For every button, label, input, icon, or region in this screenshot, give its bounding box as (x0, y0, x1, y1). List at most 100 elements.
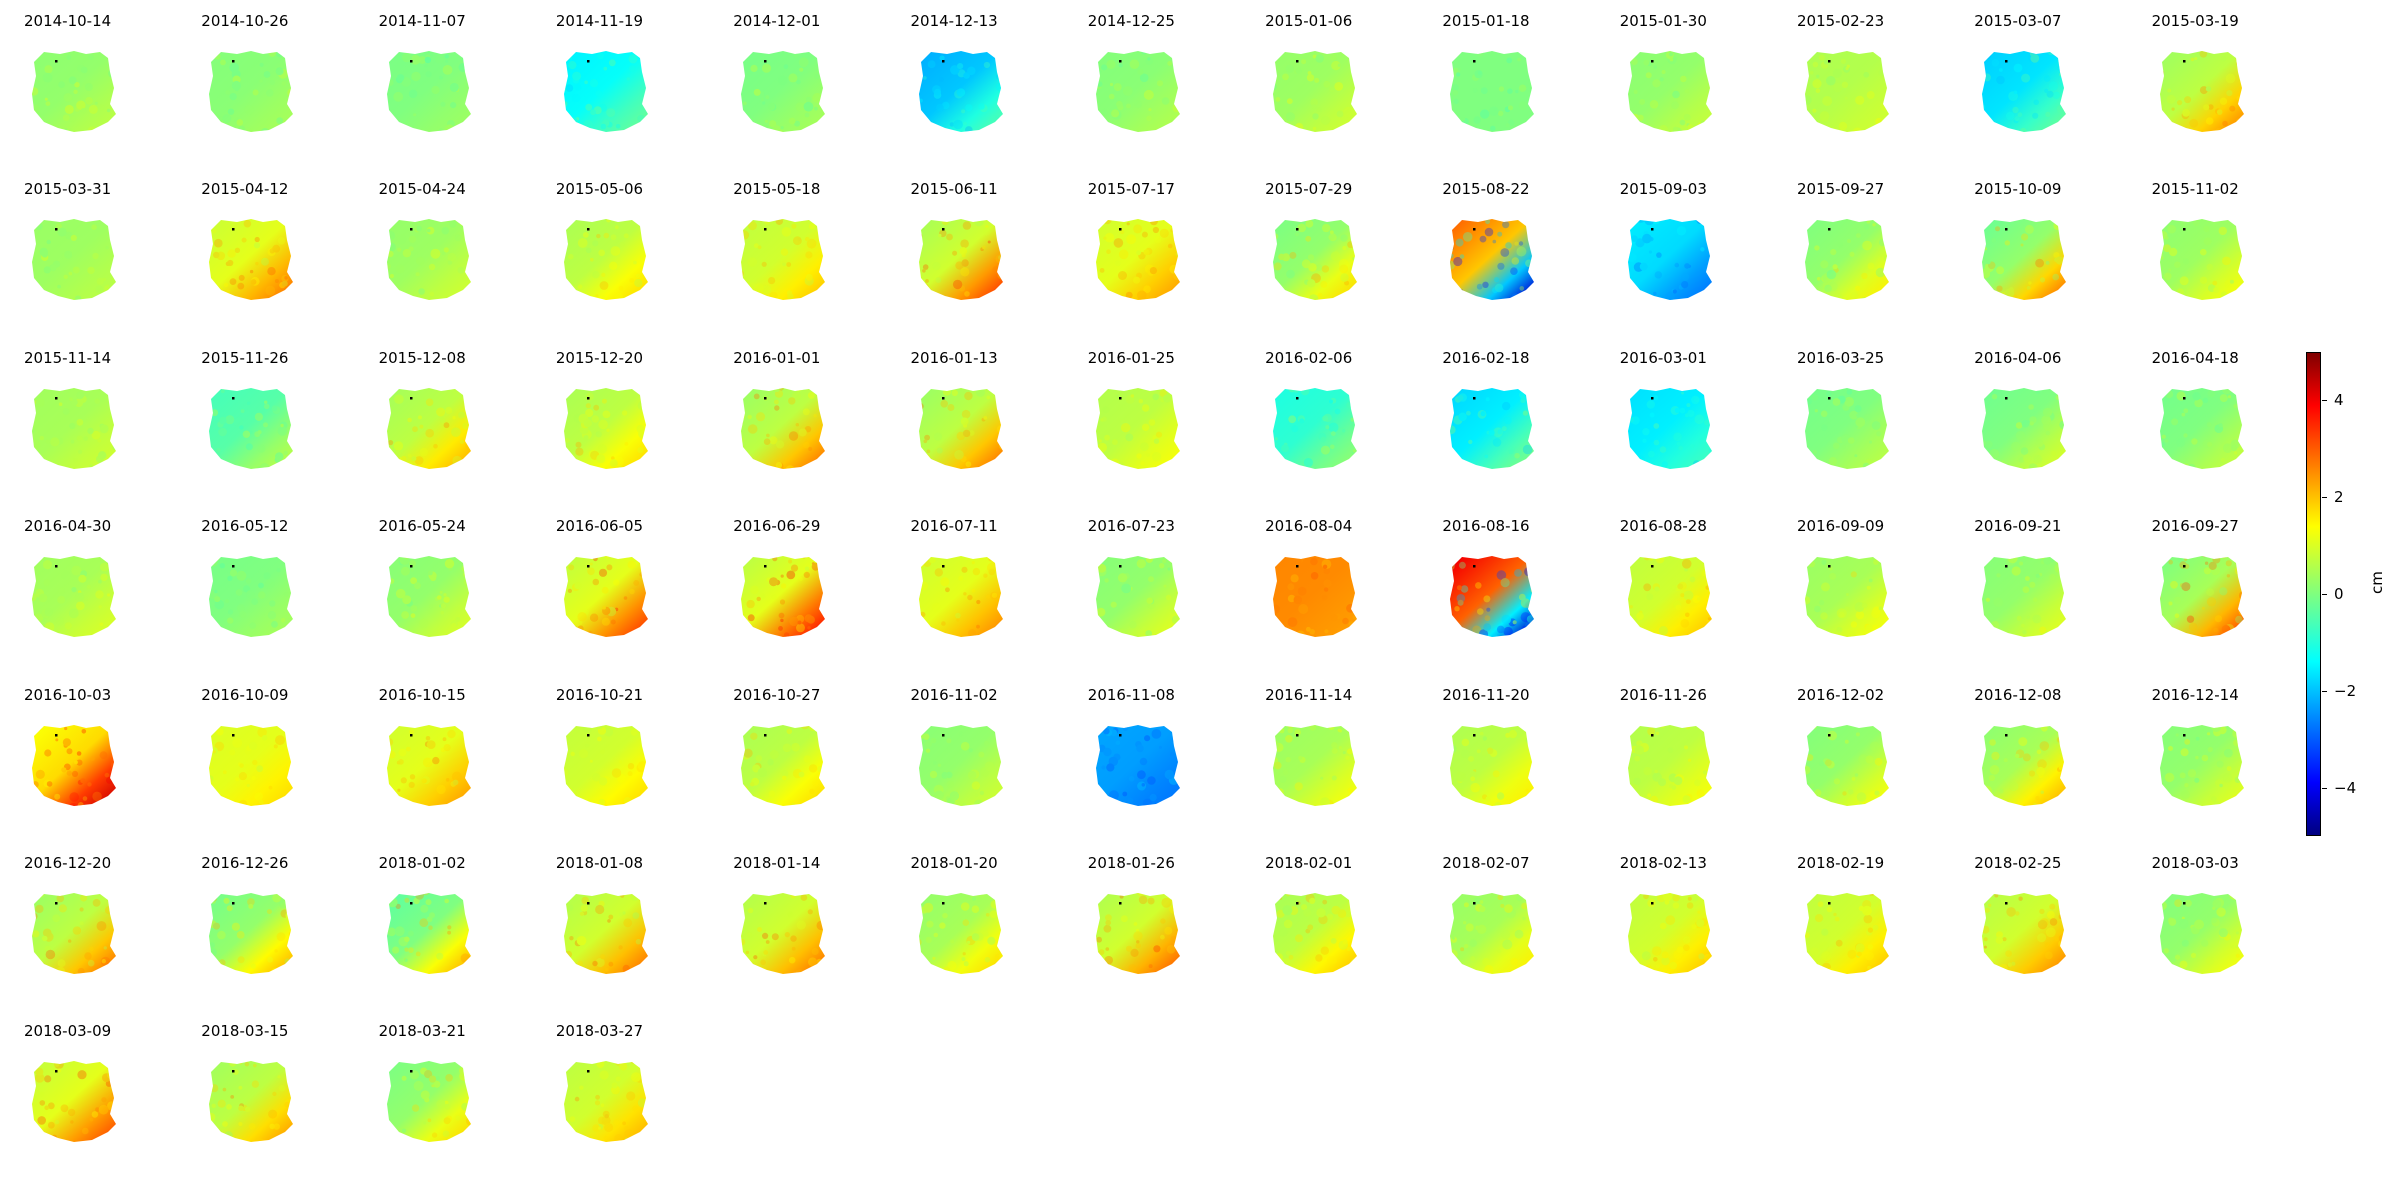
reference-point-marker (586, 228, 590, 231)
displacement-field (918, 387, 1003, 469)
reference-point-marker (1650, 396, 1654, 400)
map-panel: 2016-04-18 (2152, 349, 2312, 504)
panel-date-title: 2018-01-20 (910, 854, 998, 872)
displacement-field (741, 556, 826, 638)
panel-date-title: 2018-02-01 (1265, 854, 1353, 872)
panel-date-title: 2018-01-08 (555, 854, 644, 872)
colorbar-tick-mark (2322, 400, 2327, 402)
map-panel: 2016-08-16 (1442, 517, 1602, 672)
displacement-map (1982, 51, 2067, 132)
map-panel: 2014-12-01 (733, 12, 893, 167)
panel-date-title: 2015-07-29 (1265, 180, 1353, 199)
displacement-field (1627, 51, 1712, 132)
displacement-map (1095, 51, 1180, 132)
displacement-map (563, 556, 648, 638)
map-panel: 2015-10-09 (1974, 180, 2134, 335)
displacement-map (209, 387, 294, 469)
map-panel: 2016-11-26 (1620, 686, 1780, 841)
colorbar-tick-mark (2322, 690, 2327, 692)
panel-date-title: 2016-06-05 (555, 517, 644, 536)
displacement-field (563, 387, 648, 469)
map-panel: 2018-02-07 (1442, 854, 1602, 1009)
panel-date-title: 2016-05-24 (378, 517, 466, 536)
displacement-map (209, 51, 294, 132)
map-panel: 2018-02-19 (1797, 854, 1957, 1009)
panel-date-title: 2018-03-09 (24, 1022, 112, 1041)
displacement-field (2159, 893, 2244, 974)
panel-date-title: 2015-11-26 (201, 348, 289, 367)
reference-point-marker (55, 1070, 58, 1073)
colorbar-tick-label: 0 (2334, 585, 2344, 603)
reference-point-marker (941, 565, 944, 568)
map-panel: 2016-12-20 (24, 854, 184, 1009)
displacement-field (918, 556, 1003, 638)
displacement-map (1450, 387, 1535, 469)
reference-point-marker (55, 60, 58, 63)
map-panel: 2016-03-25 (1797, 349, 1957, 504)
displacement-map (1273, 556, 1358, 638)
colorbar-tick-mark (2322, 787, 2327, 789)
map-panel: 2018-02-01 (1265, 854, 1425, 1009)
map-panel: 2016-10-21 (556, 686, 716, 841)
displacement-map (1627, 556, 1712, 638)
speckle-texture (2159, 556, 2244, 638)
reference-point-marker (409, 902, 413, 905)
map-panel: 2016-02-06 (1265, 349, 1425, 504)
reference-point-marker (2005, 902, 2008, 905)
panel-date-title: 2016-12-26 (201, 854, 289, 872)
panel-date-title: 2016-08-28 (1619, 517, 1707, 536)
displacement-field (1273, 51, 1358, 132)
reference-point-marker (1650, 902, 1654, 905)
displacement-field (1095, 893, 1180, 974)
displacement-map (32, 387, 116, 469)
displacement-map (209, 1061, 294, 1143)
displacement-map (32, 893, 116, 974)
map-panel: 2018-03-03 (2152, 854, 2312, 1009)
reference-point-marker (941, 60, 944, 63)
colorbar-tick-mark (2322, 497, 2327, 499)
displacement-map (741, 724, 826, 806)
displacement-field (1982, 893, 2067, 974)
displacement-field (741, 893, 826, 974)
displacement-map (1450, 893, 1535, 974)
displacement-field (741, 724, 826, 806)
panel-date-title: 2014-12-01 (733, 12, 821, 30)
displacement-field (386, 219, 471, 301)
displacement-map (1982, 893, 2067, 974)
reference-point-marker (1473, 902, 1476, 905)
displacement-map (209, 556, 294, 638)
displacement-map (386, 387, 471, 469)
panel-date-title: 2016-06-29 (733, 517, 821, 536)
displacement-map (1982, 387, 2067, 469)
displacement-field (1627, 219, 1712, 301)
panel-date-title: 2016-11-26 (1619, 685, 1707, 704)
speckle-texture (1273, 893, 1358, 972)
map-panel: 2016-12-26 (201, 854, 361, 1009)
panel-date-title: 2016-10-27 (733, 685, 821, 704)
reference-point-marker (55, 565, 58, 568)
reference-point-marker (2182, 733, 2186, 737)
map-panel: 2018-01-26 (1088, 854, 1248, 1009)
map-panel: 2014-11-19 (556, 12, 716, 167)
panel-date-title: 2018-01-14 (733, 854, 821, 872)
reference-point-marker (586, 733, 590, 737)
displacement-field (1095, 556, 1180, 638)
reference-point-marker (1296, 228, 1299, 231)
displacement-field (1273, 724, 1358, 806)
reference-point-marker (1118, 565, 1122, 568)
map-panel: 2015-03-07 (1974, 12, 2134, 167)
displacement-map (32, 1061, 116, 1143)
map-panel: 2016-10-03 (24, 686, 184, 841)
panel-date-title: 2016-01-13 (910, 348, 998, 367)
displacement-field (1805, 51, 1889, 132)
displacement-field (1627, 893, 1712, 974)
map-panel: 2015-06-11 (911, 180, 1071, 335)
displacement-field (209, 387, 294, 469)
displacement-map (1805, 893, 1889, 974)
reference-point-marker (1650, 60, 1654, 63)
map-panel: 2016-08-04 (1265, 517, 1425, 672)
panel-date-title: 2016-07-11 (910, 517, 998, 536)
displacement-map (563, 387, 648, 469)
reference-point-marker (764, 902, 767, 905)
displacement-field (2159, 219, 2244, 301)
